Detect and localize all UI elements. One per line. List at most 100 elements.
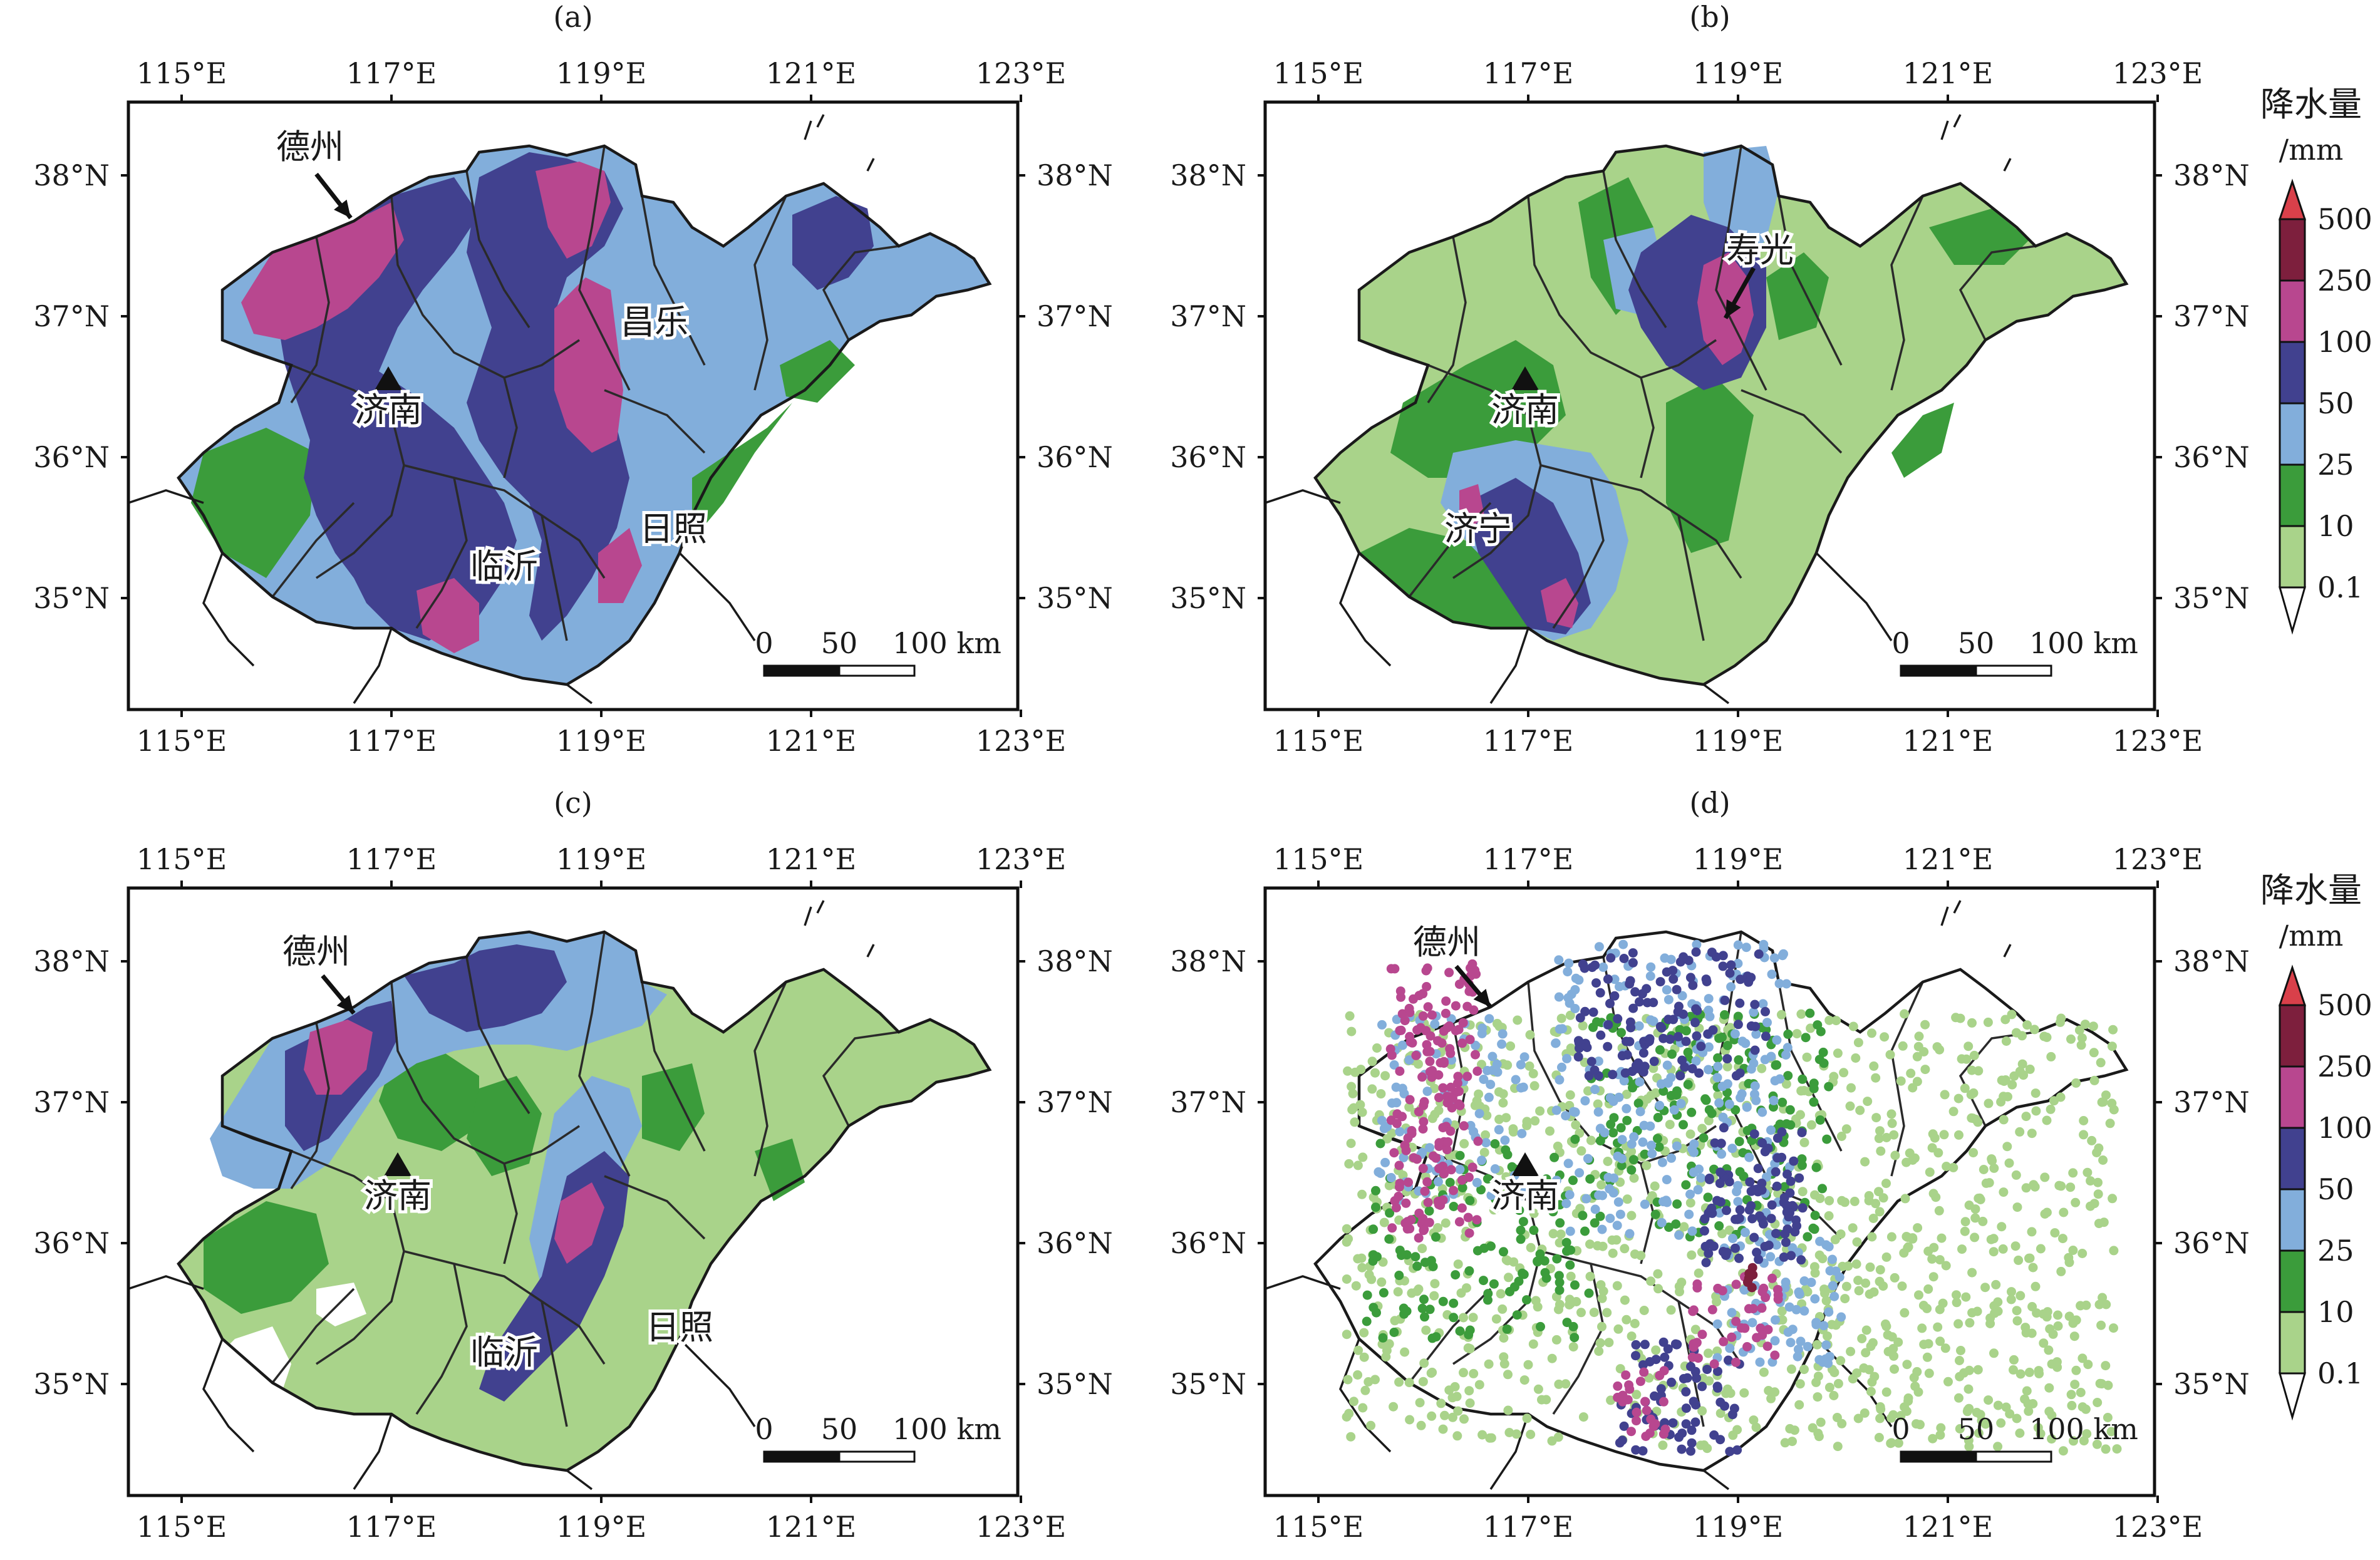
station-dot — [1565, 1090, 1575, 1100]
station-dot — [1628, 1155, 1638, 1165]
station-dot — [1575, 1168, 1585, 1178]
station-dot — [1430, 1279, 1440, 1289]
station-dot — [2101, 1361, 2111, 1371]
station-dot — [1713, 1053, 1723, 1063]
station-dot — [1630, 987, 1640, 997]
station-dot — [1900, 1009, 1910, 1019]
scale-bar-label: 0 — [1891, 1412, 1910, 1446]
station-dot — [2092, 1439, 2102, 1449]
station-dot — [1880, 1032, 1890, 1042]
station-dot — [1984, 1395, 1994, 1405]
station-dot — [1846, 1083, 1856, 1093]
station-dot — [1935, 1430, 1945, 1440]
station-dot — [1941, 1261, 1951, 1271]
station-dot — [1798, 1187, 1808, 1197]
station-dot — [1767, 969, 1777, 979]
county-boundary — [1527, 195, 1717, 379]
scale-bar-label: 100 km — [2029, 626, 2138, 660]
neighbor-boundary — [566, 1469, 593, 1490]
station-dot — [1554, 1271, 1564, 1281]
station-dot — [1650, 1419, 1660, 1429]
latitude-tick-label: 35°N — [1170, 1367, 1246, 1401]
station-dot — [1794, 1287, 1804, 1297]
station-dot — [1403, 1133, 1413, 1143]
station-dot — [1535, 1106, 1545, 1116]
place-label: 昌乐 — [621, 302, 688, 342]
station-dot — [1494, 1114, 1504, 1124]
station-dot — [1640, 1199, 1650, 1209]
station-dot — [1468, 1313, 1478, 1323]
station-dot — [1952, 1298, 1962, 1308]
station-dot — [1417, 1303, 1427, 1313]
station-dot — [1578, 1021, 1588, 1031]
station-dot — [1734, 1213, 1744, 1223]
station-dot — [1547, 1436, 1557, 1446]
station-dot — [1970, 1213, 1980, 1223]
station-dot — [1759, 1367, 1769, 1377]
station-dot — [1973, 1117, 1983, 1127]
scale-bar-segment — [1975, 1450, 2052, 1463]
station-dot — [1735, 1167, 1745, 1177]
station-dot — [2009, 1071, 2019, 1081]
station-dot — [1620, 1244, 1630, 1254]
station-dot — [1455, 1150, 1465, 1160]
station-dot — [1622, 1315, 1632, 1325]
station-dot — [1459, 1139, 1469, 1149]
legend-swatch — [2279, 218, 2306, 282]
station-dot — [1714, 1033, 1724, 1043]
station-dot — [1476, 1185, 1486, 1195]
station-dot — [1380, 1157, 1390, 1167]
station-dot — [1687, 1250, 1697, 1260]
station-dot — [2112, 1444, 2122, 1454]
station-dot — [1594, 1346, 1604, 1356]
station-dot — [1389, 1148, 1399, 1158]
station-dot — [1670, 1339, 1680, 1349]
latitude-tick-label: 37°N — [1037, 299, 1113, 333]
station-dot — [2069, 1331, 2079, 1341]
panel-title: (a) — [553, 0, 592, 34]
station-dot — [1631, 1351, 1640, 1361]
station-dot — [1605, 1184, 1615, 1194]
longitude-tick-label: 117°E — [1483, 724, 1573, 758]
station-dot — [1647, 1140, 1656, 1150]
county-boundary — [390, 195, 580, 379]
latitude-tick-label: 35°N — [33, 581, 110, 615]
station-dot — [1824, 1242, 1834, 1252]
station-dot — [1493, 1067, 1503, 1077]
station-dot — [1920, 1065, 1930, 1075]
station-dot — [1491, 1314, 1501, 1324]
station-dot — [1449, 1185, 1458, 1196]
station-dot — [1674, 1230, 1684, 1240]
station-dot — [1845, 1101, 1855, 1111]
station-dot — [1647, 1149, 1657, 1159]
station-dot — [2024, 1253, 2034, 1263]
station-dot — [1471, 1050, 1480, 1060]
station-dot — [1848, 1223, 1858, 1233]
station-dot — [1636, 1251, 1646, 1261]
station-dot — [1692, 1031, 1702, 1041]
station-dot — [1669, 974, 1679, 984]
station-dot — [1424, 1206, 1434, 1216]
legend-level-label: 100 — [2317, 1111, 2372, 1145]
station-dot — [2012, 1202, 2022, 1212]
county-boundary — [1890, 195, 1924, 391]
legend-level-label: 500 — [2317, 988, 2372, 1022]
station-dot — [1578, 1412, 1588, 1422]
rain-field-50-100 — [792, 196, 874, 290]
station-dot — [1893, 1438, 1903, 1448]
station-dot — [1955, 1424, 1965, 1433]
station-dot — [1655, 1100, 1665, 1110]
county-boundary — [1552, 1263, 1605, 1415]
latitude-tick-label: 36°N — [1037, 1226, 1113, 1260]
station-dot — [1772, 1284, 1782, 1294]
station-dot — [1816, 1417, 1826, 1427]
station-dot — [1824, 1382, 1834, 1392]
station-dot — [1405, 1415, 1415, 1425]
station-dot — [1715, 1408, 1725, 1418]
station-dot — [1767, 1273, 1777, 1283]
station-dot — [1777, 1127, 1787, 1137]
station-dot — [1605, 998, 1615, 1008]
station-dot — [1714, 1221, 1724, 1231]
station-dot — [2059, 1207, 2069, 1217]
longitude-tick-label: 123°E — [976, 724, 1066, 758]
